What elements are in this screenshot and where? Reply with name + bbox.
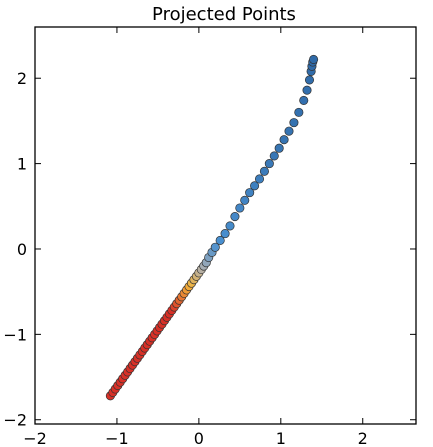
points-layer [105, 54, 319, 401]
data-point [210, 242, 220, 252]
data-point [299, 95, 309, 105]
data-point [220, 229, 230, 239]
data-point [269, 151, 279, 161]
data-point [230, 211, 240, 222]
x-tick-label: −2 [23, 429, 47, 447]
data-point [289, 118, 299, 128]
x-tick-label: 1 [276, 429, 286, 447]
y-tick-label: 2 [17, 69, 27, 88]
data-point [274, 143, 284, 153]
data-point [309, 54, 319, 64]
data-point [279, 135, 289, 145]
data-point [259, 166, 269, 176]
data-point [284, 126, 294, 136]
x-tick-label: 0 [194, 429, 204, 447]
axes-frame [34, 26, 417, 425]
x-tick-label: −1 [105, 429, 129, 447]
data-point [294, 107, 304, 117]
data-point [254, 174, 265, 184]
data-point [245, 188, 255, 198]
y-tick-label: −1 [3, 325, 27, 344]
data-point [250, 181, 260, 191]
chart-title: Projected Points [152, 4, 296, 25]
y-tick-label: 0 [17, 240, 27, 259]
data-point [264, 159, 274, 169]
data-point [225, 221, 235, 231]
data-point [215, 235, 225, 245]
y-tick-label: −2 [3, 411, 27, 430]
data-point [302, 85, 312, 95]
data-point [240, 195, 250, 205]
data-point [235, 203, 245, 213]
axes-layer: −2 −1 0 1 2 −2 −1 0 1 2 [3, 26, 417, 447]
x-tick-label: 2 [358, 429, 368, 447]
data-point [304, 75, 315, 85]
y-tick-label: 1 [17, 155, 27, 174]
